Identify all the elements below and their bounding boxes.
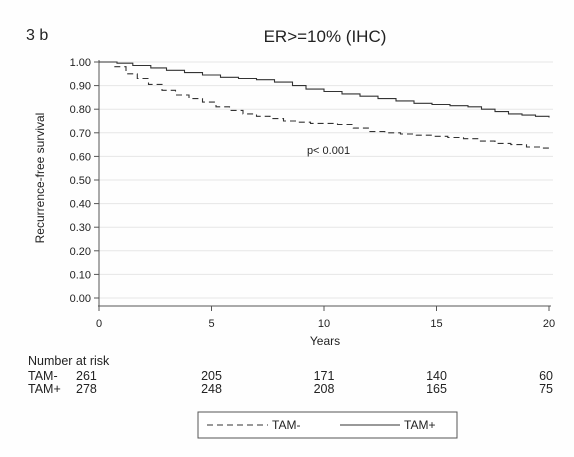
risk-count: 208 xyxy=(314,382,335,396)
legend: TAM- TAM+ xyxy=(197,411,458,439)
grid xyxy=(99,61,553,299)
risk-count: 171 xyxy=(314,369,335,383)
axes: 0.00 0.10 0.20 0.30 0.40 0.50 0.60 0.70 0.80 0.90… xyxy=(70,57,556,330)
risk-row-label: TAM+ xyxy=(28,382,61,396)
panel-label: 3 b xyxy=(26,27,48,44)
series-line-tam-plus xyxy=(99,61,550,118)
y-tick-label: 0.30 xyxy=(70,222,91,234)
y-tick-label: 0.40 xyxy=(70,199,91,211)
risk-table: Number at risk TAM- 261 205 171 140 60 TAM+ 278… xyxy=(28,354,553,396)
y-tick-label: 0.60 xyxy=(70,151,91,163)
p-value-annotation: p< 0.001 xyxy=(307,145,350,157)
risk-count: 278 xyxy=(76,382,97,396)
chart-title: ER>=10% (IHC) xyxy=(264,27,387,46)
x-axis-label: Years xyxy=(310,334,340,348)
risk-count: 205 xyxy=(201,369,222,383)
risk-count: 140 xyxy=(426,369,447,383)
legend-label-tam-minus: TAM- xyxy=(272,418,300,432)
y-tick-label: 0.50 xyxy=(70,175,91,187)
y-tick-label: 1.00 xyxy=(70,57,91,69)
y-tick-label: 0.10 xyxy=(70,269,91,281)
series-layer xyxy=(99,61,550,149)
legend-label-tam-plus: TAM+ xyxy=(404,418,435,432)
y-tick-label: 0.00 xyxy=(70,293,91,305)
x-tick-label: 10 xyxy=(318,318,330,330)
risk-count: 261 xyxy=(76,369,97,383)
risk-count: 165 xyxy=(426,382,447,396)
y-tick-label: 0.90 xyxy=(70,81,91,93)
y-tick-label: 0.20 xyxy=(70,246,91,258)
x-tick-label: 15 xyxy=(430,318,442,330)
x-tick-label: 20 xyxy=(543,318,555,330)
risk-count: 60 xyxy=(539,369,553,383)
y-axis-label: Recurrence-free survival xyxy=(33,113,47,244)
series-line-tam-minus xyxy=(99,61,549,149)
risk-table-heading: Number at risk xyxy=(28,354,110,368)
x-tick-label: 5 xyxy=(208,318,214,330)
y-tick-label: 0.80 xyxy=(70,104,91,116)
risk-count: 248 xyxy=(201,382,222,396)
risk-count: 75 xyxy=(539,382,553,396)
risk-row-label: TAM- xyxy=(28,369,58,383)
x-tick-label: 0 xyxy=(96,318,102,330)
y-tick-label: 0.70 xyxy=(70,128,91,140)
